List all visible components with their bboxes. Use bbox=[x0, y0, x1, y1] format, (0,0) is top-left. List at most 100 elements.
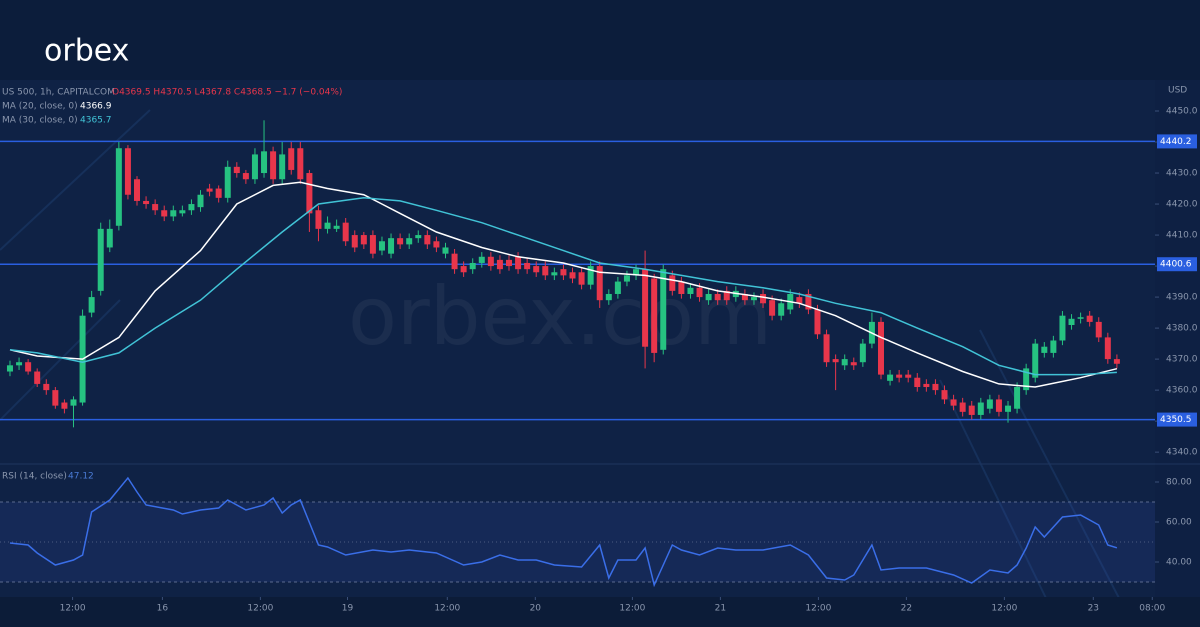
candle-body bbox=[224, 166, 231, 198]
x-tick-label: 22 bbox=[901, 604, 912, 614]
x-tick-label: 16 bbox=[157, 604, 169, 614]
candle-body bbox=[378, 241, 385, 251]
candle-body bbox=[170, 210, 177, 217]
x-tick-label: 12:00 bbox=[60, 604, 86, 614]
candle-body bbox=[1050, 340, 1057, 353]
logo: orbex bbox=[44, 34, 129, 69]
candle-body bbox=[1059, 315, 1066, 341]
candle-body bbox=[533, 266, 540, 273]
ohlc-readout: O4369.5 H4370.5 L4367.8 C4368.5 −1.7 (−0… bbox=[112, 88, 342, 98]
candle-body bbox=[315, 210, 322, 229]
candle-body bbox=[424, 235, 431, 245]
candle-body bbox=[215, 188, 222, 198]
candle-body bbox=[524, 262, 531, 270]
candle-body bbox=[1095, 321, 1102, 338]
candle-body bbox=[261, 151, 268, 174]
candle-body bbox=[651, 278, 658, 353]
candle-body bbox=[623, 275, 630, 282]
candle-body bbox=[233, 166, 240, 174]
candle-body bbox=[950, 399, 957, 406]
candle-body bbox=[152, 204, 159, 211]
candle-body bbox=[614, 281, 621, 294]
legend-name: RSI (14, close) bbox=[2, 472, 67, 482]
candle-body bbox=[515, 256, 522, 270]
candle-body bbox=[687, 287, 694, 294]
candle-body bbox=[596, 266, 603, 301]
candle-body bbox=[642, 269, 649, 347]
y-tick-label: 60.00 bbox=[1166, 518, 1192, 528]
y-tick-label: 4340.0 bbox=[1166, 448, 1198, 458]
y-tick-label: 4360.0 bbox=[1166, 386, 1198, 396]
candle-body bbox=[251, 154, 258, 180]
x-tick-label: 08:00 bbox=[1139, 604, 1165, 614]
currency: USD bbox=[1168, 86, 1187, 96]
x-tick-label: 19 bbox=[342, 604, 354, 614]
candle-body bbox=[769, 300, 776, 316]
legend-value: 4365.7 bbox=[80, 116, 112, 126]
candle-body bbox=[43, 383, 50, 391]
candle-body bbox=[705, 293, 712, 301]
candle-body bbox=[1113, 359, 1120, 364]
candle-body bbox=[143, 200, 150, 205]
candle-body bbox=[505, 259, 512, 267]
candle-body bbox=[633, 269, 640, 276]
y-tick-label: 4420.0 bbox=[1166, 200, 1198, 210]
candle-body bbox=[197, 194, 204, 208]
candle-body bbox=[297, 148, 304, 180]
candle-body bbox=[587, 266, 594, 285]
candle-body bbox=[578, 272, 585, 285]
candle-body bbox=[887, 374, 894, 381]
rsi-band bbox=[0, 502, 1155, 582]
candle-body bbox=[242, 173, 249, 180]
candle-body bbox=[1023, 368, 1030, 391]
candle-body bbox=[805, 293, 812, 310]
legend-name: MA (20, close, 0) bbox=[2, 102, 78, 112]
candle-body bbox=[279, 154, 286, 180]
level-label: 4400.6 bbox=[1160, 260, 1192, 270]
watermark: orbex.com bbox=[348, 270, 772, 363]
level-label: 4440.2 bbox=[1160, 137, 1192, 147]
candle-body bbox=[1041, 346, 1048, 353]
candle-body bbox=[1005, 405, 1012, 412]
candle-body bbox=[469, 262, 476, 270]
candle-body bbox=[70, 399, 77, 406]
level-tag bbox=[1157, 412, 1197, 427]
time-axis-band bbox=[0, 597, 1200, 627]
level-tag bbox=[1157, 134, 1197, 149]
x-tick-label: 12:00 bbox=[619, 604, 645, 614]
y-tick-label: 80.00 bbox=[1166, 478, 1192, 488]
candle-body bbox=[415, 235, 422, 239]
candle-body bbox=[124, 148, 131, 195]
candle-body bbox=[25, 362, 32, 372]
candle-body bbox=[270, 151, 277, 180]
candle-body bbox=[360, 235, 367, 245]
x-tick-label: 12:00 bbox=[247, 604, 273, 614]
candle-body bbox=[796, 297, 803, 304]
candle-body bbox=[52, 390, 59, 406]
level-tag bbox=[1157, 257, 1197, 272]
candle-body bbox=[1068, 318, 1075, 325]
x-tick-label: 12:00 bbox=[991, 604, 1017, 614]
candle-body bbox=[760, 293, 767, 304]
candle-body bbox=[16, 362, 23, 366]
x-tick-label: 12:00 bbox=[805, 604, 831, 614]
x-tick-label: 23 bbox=[1088, 604, 1099, 614]
candle-body bbox=[161, 210, 168, 217]
candle-body bbox=[841, 359, 848, 366]
candle-body bbox=[188, 204, 195, 211]
y-tick-label: 4380.0 bbox=[1166, 324, 1198, 334]
candle-body bbox=[605, 293, 612, 301]
candle-body bbox=[351, 235, 358, 248]
candle-body bbox=[941, 390, 948, 400]
candle-body bbox=[88, 297, 95, 313]
y-tick-label: 4370.0 bbox=[1166, 355, 1198, 365]
candle-body bbox=[877, 321, 884, 375]
candle-body bbox=[859, 343, 866, 363]
candle-body bbox=[460, 266, 467, 273]
candle-body bbox=[741, 293, 748, 301]
candle-body bbox=[433, 241, 440, 248]
level-label: 4350.5 bbox=[1160, 415, 1192, 425]
candle-body bbox=[959, 402, 966, 412]
candle-body bbox=[478, 256, 485, 263]
